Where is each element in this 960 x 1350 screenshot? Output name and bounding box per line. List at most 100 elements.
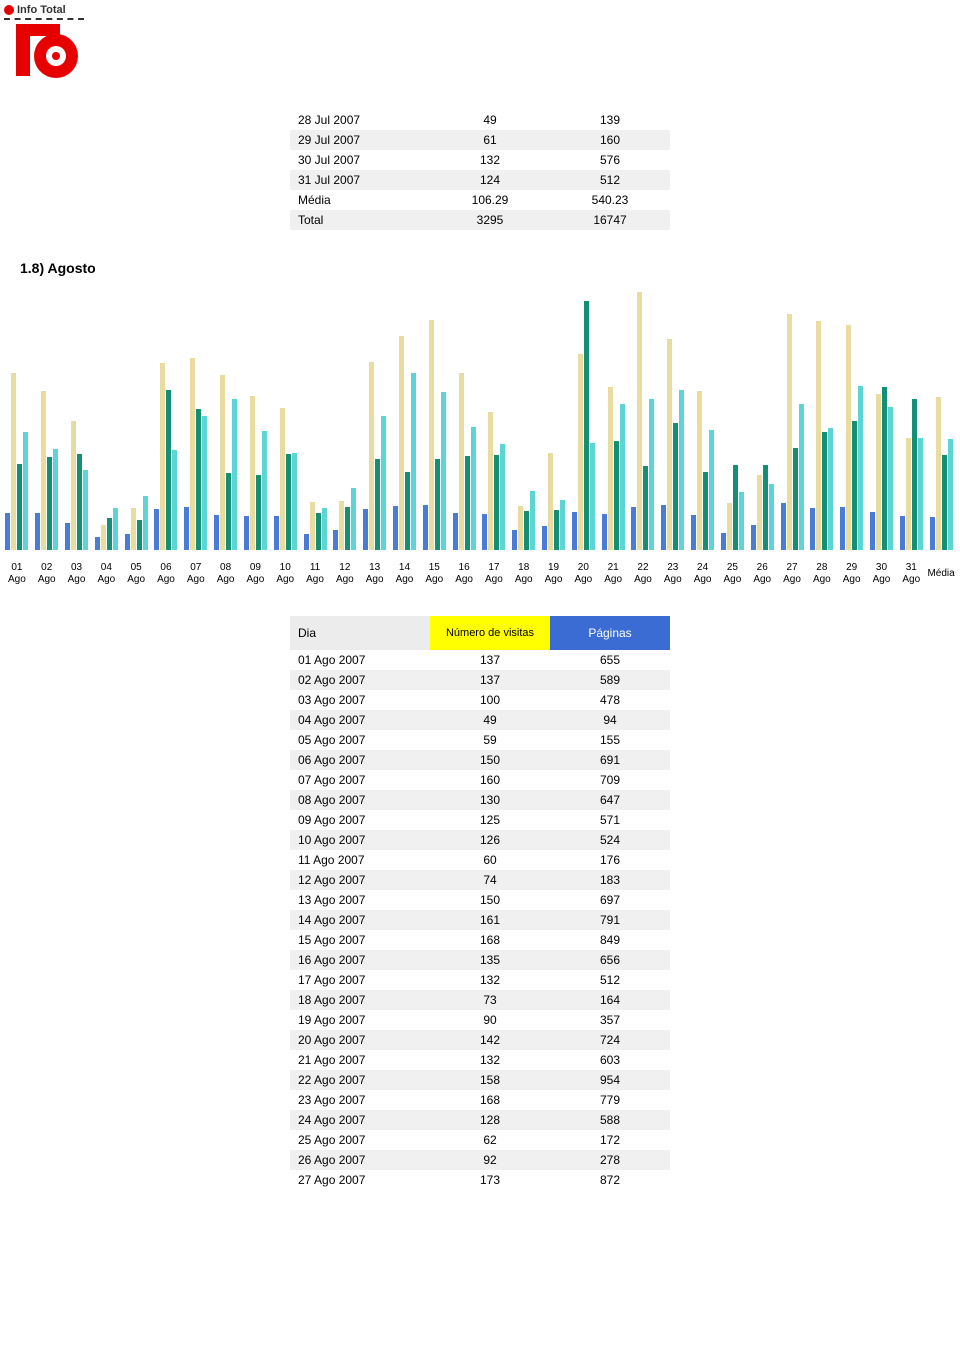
chart-bar [703,472,708,550]
chart-day-group [747,292,777,550]
cell-pages: 603 [550,1050,670,1070]
table-row: 10 Ago 2007126524 [290,830,670,850]
chart-day-group [2,292,32,550]
cell-date: 22 Ago 2007 [290,1070,430,1090]
cell-visits: 3295 [430,210,550,230]
table-row: 06 Ago 2007150691 [290,750,670,770]
cell-date: 07 Ago 2007 [290,770,430,790]
chart-bar [23,432,28,550]
august-detail-table: Dia Número de visitas Páginas 01 Ago 200… [290,616,670,1190]
chart-bar [232,399,237,550]
chart-bar [518,506,523,550]
chart-bar [649,399,654,550]
chart-bar [465,456,470,550]
chart-bar [709,430,714,550]
table-row: 17 Ago 2007132512 [290,970,670,990]
chart-bar [202,416,207,550]
chart-x-label: 22Ago [628,562,658,586]
chart-x-label: 13Ago [360,562,390,586]
chart-bar [304,534,309,550]
cell-visits: 160 [430,770,550,790]
chart-day-group [896,292,926,550]
chart-day-group [837,292,867,550]
chart-bar [858,386,863,550]
cell-date: 13 Ago 2007 [290,890,430,910]
chart-bar [661,505,666,550]
chart-bar [667,339,672,550]
table-row: Total329516747 [290,210,670,230]
logo: Info Total [4,4,84,78]
chart-x-label: 18Ago [509,562,539,586]
table-row: 29 Jul 200761160 [290,130,670,150]
cell-visits: 150 [430,890,550,910]
logo-text: Info Total [17,4,66,16]
cell-visits: 126 [430,830,550,850]
chart-bar [578,354,583,550]
chart-bar [375,459,380,550]
chart-day-group [151,292,181,550]
cell-date: 25 Ago 2007 [290,1130,430,1150]
cell-date: 31 Jul 2007 [290,170,430,190]
table-row: 24 Ago 2007128588 [290,1110,670,1130]
chart-day-group [121,292,151,550]
chart-bar [757,475,762,550]
chart-day-group [419,292,449,550]
chart-bar [822,432,827,550]
cell-date: 26 Ago 2007 [290,1150,430,1170]
chart-bar [286,454,291,550]
table-row: 19 Ago 200790357 [290,1010,670,1030]
cell-pages: 16747 [550,210,670,230]
cell-date: 20 Ago 2007 [290,1030,430,1050]
chart-bar [196,409,201,550]
chart-x-label: 26Ago [747,562,777,586]
chart-bar [602,514,607,550]
cell-date: 06 Ago 2007 [290,750,430,770]
chart-bar [393,506,398,550]
cell-date: 04 Ago 2007 [290,710,430,730]
chart-day-group [718,292,748,550]
cell-pages: 164 [550,990,670,1010]
table-row: 04 Ago 20074994 [290,710,670,730]
chart-bar [190,358,195,550]
header-visitas: Número de visitas [430,616,550,650]
chart-bar [441,392,446,550]
cell-pages: 160 [550,130,670,150]
chart-bar [160,363,165,550]
chart-bar [256,475,261,550]
chart-x-label: 04Ago [91,562,121,586]
chart-bar [852,421,857,550]
august-bar-chart: 01Ago02Ago03Ago04Ago05Ago06Ago07Ago08Ago… [0,286,960,586]
chart-bar [846,325,851,550]
chart-media-label: Média [926,562,956,586]
chart-x-label: 08Ago [211,562,241,586]
chart-x-label: 20Ago [568,562,598,586]
table-row: 23 Ago 2007168779 [290,1090,670,1110]
cell-visits: 92 [430,1150,550,1170]
chart-bar [793,448,798,550]
chart-bar [220,375,225,550]
chart-bar [131,508,136,550]
chart-bar [101,525,106,550]
chart-day-group [628,292,658,550]
chart-bar [500,444,505,550]
chart-day-group [658,292,688,550]
chart-day-group [300,292,330,550]
chart-day-group [360,292,390,550]
cell-date: 27 Ago 2007 [290,1170,430,1190]
chart-bar [763,465,768,550]
chart-bar [95,537,100,550]
table-row: 03 Ago 2007100478 [290,690,670,710]
cell-pages: 724 [550,1030,670,1050]
chart-bar [405,472,410,550]
cell-pages: 478 [550,690,670,710]
table-row: 21 Ago 2007132603 [290,1050,670,1070]
cell-date: 24 Ago 2007 [290,1110,430,1130]
chart-bar [679,390,684,550]
chart-bar [810,508,815,550]
cell-visits: 168 [430,1090,550,1110]
chart-bar [828,428,833,550]
table-row: 31 Jul 2007124512 [290,170,670,190]
chart-bar [107,518,112,550]
chart-bar [137,520,142,550]
cell-visits: 128 [430,1110,550,1130]
